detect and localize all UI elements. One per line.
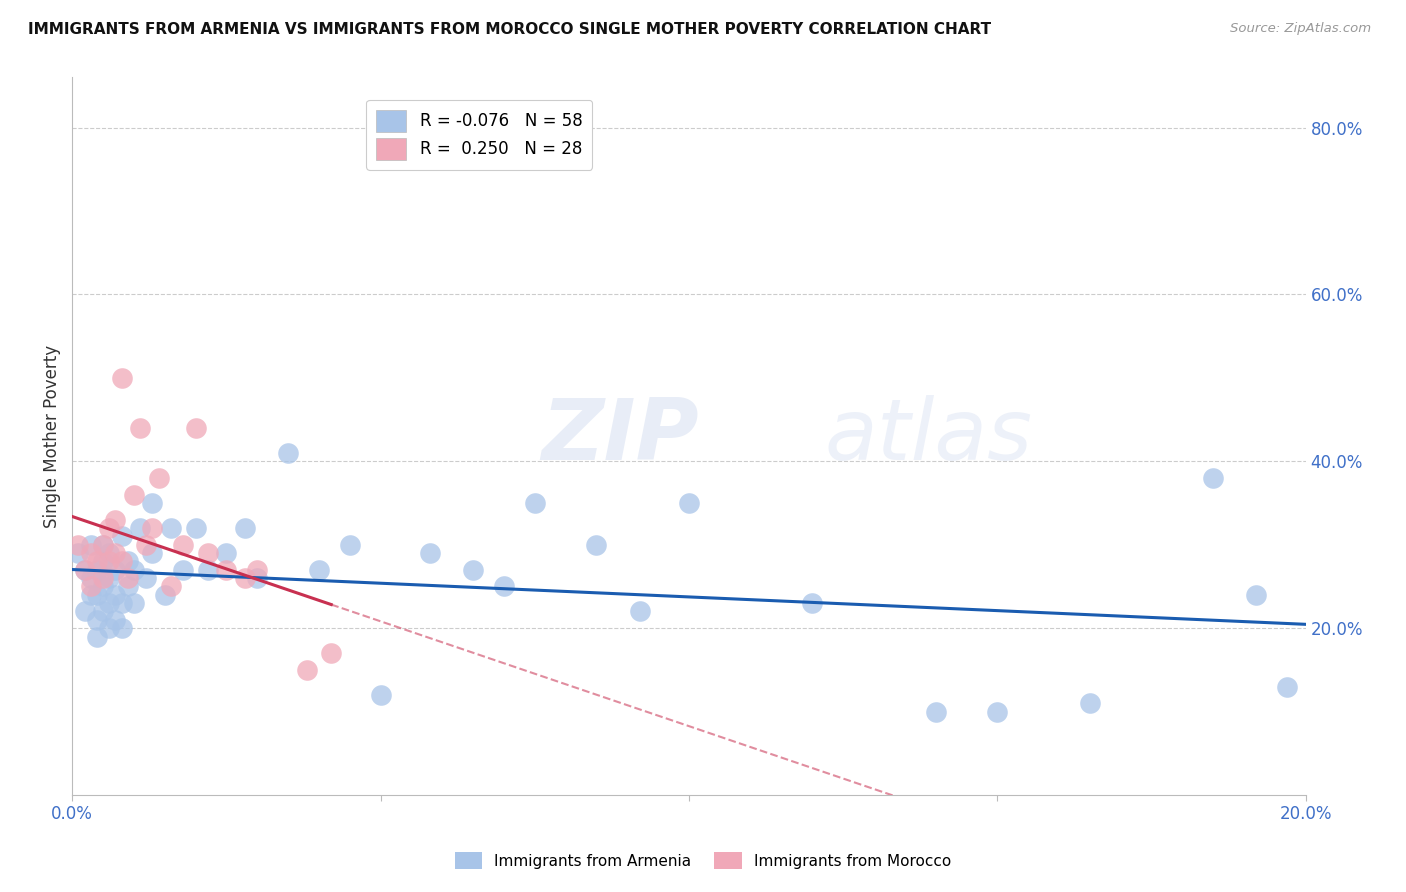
Point [91, 554, 114, 568]
Point [110, 596, 132, 610]
Legend: Immigrants from Armenia, Immigrants from Morocco: Immigrants from Armenia, Immigrants from… [449, 846, 957, 875]
Point [104, 513, 127, 527]
Point [197, 563, 219, 577]
Point [172, 538, 194, 552]
Legend: R = -0.076   N = 58, R =  0.250   N = 28: R = -0.076 N = 58, R = 0.250 N = 28 [366, 100, 592, 169]
Point [86, 563, 108, 577]
Point [117, 579, 139, 593]
Point [184, 521, 207, 535]
Point [160, 579, 183, 593]
Point [461, 563, 484, 577]
Point [110, 529, 132, 543]
Point [153, 588, 176, 602]
Point [135, 571, 157, 585]
Point [986, 705, 1008, 719]
Point [73, 563, 96, 577]
Point [67, 538, 90, 552]
Y-axis label: Single Mother Poverty: Single Mother Poverty [44, 344, 60, 528]
Point [110, 371, 132, 385]
Point [141, 546, 163, 560]
Point [1275, 680, 1298, 694]
Point [86, 588, 108, 602]
Point [80, 588, 103, 602]
Point [104, 546, 127, 560]
Point [308, 563, 330, 577]
Point [1078, 696, 1101, 710]
Point [339, 538, 361, 552]
Point [141, 521, 163, 535]
Point [98, 596, 121, 610]
Point [98, 571, 121, 585]
Point [1202, 471, 1225, 485]
Point [184, 421, 207, 435]
Point [80, 571, 103, 585]
Point [1244, 588, 1267, 602]
Point [86, 554, 108, 568]
Text: Source: ZipAtlas.com: Source: ZipAtlas.com [1230, 22, 1371, 36]
Point [321, 646, 343, 660]
Point [233, 521, 256, 535]
Point [110, 554, 132, 568]
Point [104, 613, 127, 627]
Point [117, 571, 139, 585]
Point [233, 571, 256, 585]
Point [135, 538, 157, 552]
Point [117, 554, 139, 568]
Point [295, 663, 318, 677]
Point [585, 538, 607, 552]
Point [91, 538, 114, 552]
Point [98, 521, 121, 535]
Point [628, 605, 651, 619]
Point [122, 563, 145, 577]
Point [246, 571, 269, 585]
Point [197, 546, 219, 560]
Point [122, 596, 145, 610]
Point [86, 630, 108, 644]
Point [129, 421, 152, 435]
Point [91, 579, 114, 593]
Point [246, 563, 269, 577]
Point [678, 496, 700, 510]
Point [141, 496, 163, 510]
Point [104, 563, 127, 577]
Point [73, 605, 96, 619]
Point [98, 554, 121, 568]
Point [80, 579, 103, 593]
Point [160, 521, 183, 535]
Point [172, 563, 194, 577]
Point [98, 621, 121, 635]
Point [98, 546, 121, 560]
Point [492, 579, 515, 593]
Point [419, 546, 441, 560]
Point [523, 496, 546, 510]
Point [91, 571, 114, 585]
Point [129, 521, 152, 535]
Point [215, 546, 238, 560]
Point [215, 563, 238, 577]
Point [86, 613, 108, 627]
Point [67, 546, 90, 560]
Point [122, 488, 145, 502]
Point [277, 446, 299, 460]
Point [91, 605, 114, 619]
Point [104, 588, 127, 602]
Point [91, 538, 114, 552]
Point [80, 546, 103, 560]
Point [110, 621, 132, 635]
Text: atlas: atlas [824, 395, 1032, 478]
Text: ZIP: ZIP [541, 395, 699, 478]
Point [73, 563, 96, 577]
Point [924, 705, 946, 719]
Point [148, 471, 170, 485]
Point [370, 688, 392, 702]
Point [80, 538, 103, 552]
Point [801, 596, 824, 610]
Text: IMMIGRANTS FROM ARMENIA VS IMMIGRANTS FROM MOROCCO SINGLE MOTHER POVERTY CORRELA: IMMIGRANTS FROM ARMENIA VS IMMIGRANTS FR… [28, 22, 991, 37]
